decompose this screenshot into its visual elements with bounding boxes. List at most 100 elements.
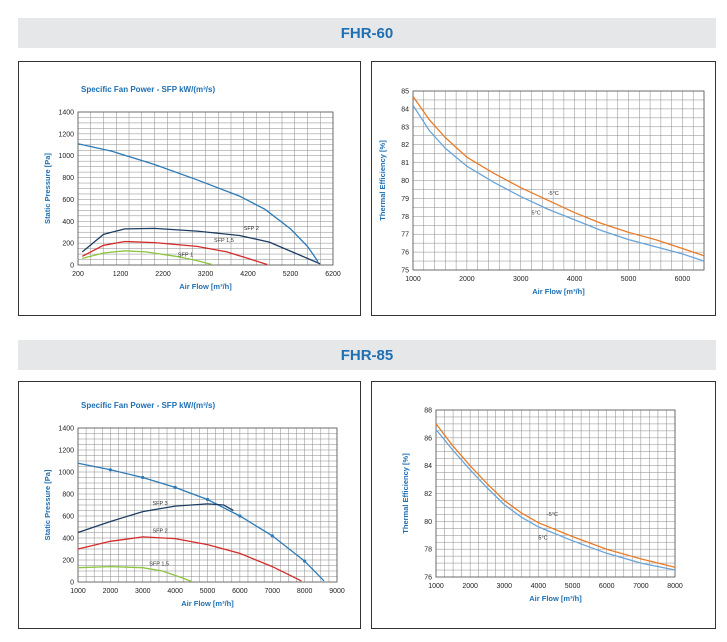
x-tick-label: 6000 xyxy=(675,276,691,283)
y-tick-label: 0 xyxy=(70,580,74,587)
data-point xyxy=(141,475,145,480)
pressure-chart-panel: 200 1200 2200 3200 4200 5200 6200 0 200 400 600 800… xyxy=(18,61,361,316)
x-tick-label: 7000 xyxy=(264,588,280,595)
y-tick-label: 78 xyxy=(424,547,432,554)
x-tick-label: 3000 xyxy=(496,583,512,590)
y-tick-label: 79 xyxy=(401,196,409,203)
x-tick-label: 4000 xyxy=(167,588,183,595)
curve-label: SFP 3 xyxy=(152,501,167,507)
series-line xyxy=(81,227,321,265)
x-tick-label: 5000 xyxy=(565,583,581,590)
fhr85-pressure-chart: 1000 2000 3000 4000 5000 6000 7000 8000 9000 0 200… xyxy=(43,401,345,608)
x-tick-label: 3000 xyxy=(513,276,529,283)
y-tick-label: 800 xyxy=(62,492,74,499)
y-tick-label: 76 xyxy=(401,250,409,257)
series-line xyxy=(77,565,192,583)
y-tick-label: 82 xyxy=(424,491,432,498)
x-axis-label: Air Flow [m³/h] xyxy=(529,594,582,603)
y-tick-label: 1000 xyxy=(58,153,74,160)
data-point xyxy=(108,468,112,472)
series-line xyxy=(82,250,213,266)
series-line xyxy=(435,429,676,571)
data-point xyxy=(303,559,307,563)
y-tick-label: 78 xyxy=(401,214,409,221)
plot-frame xyxy=(412,90,705,271)
fhr85-efficiency-chart: 1000 2000 3000 4000 5000 6000 7000 8000 76 78 80 82… xyxy=(401,408,683,604)
x-tick-label: 2000 xyxy=(103,588,119,595)
series-line xyxy=(77,503,234,534)
y-tick-label: 81 xyxy=(401,160,409,167)
y-tick-label: 82 xyxy=(401,142,409,149)
y-axis-label: Thermal Efficiency [%] xyxy=(401,453,410,534)
y-tick-label: 0 xyxy=(70,263,74,270)
curve-label: SFP 2 xyxy=(152,529,167,535)
y-tick-label: 80 xyxy=(401,178,409,185)
chart-title: Specific Fan Power - SFP kW/(m³/s) xyxy=(81,85,215,94)
efficiency-chart-panel: 1000 2000 3000 4000 5000 6000 7000 8000 76 78 80 82… xyxy=(371,381,716,629)
y-tick-label: 86 xyxy=(424,435,432,442)
x-tick-label: 5000 xyxy=(621,276,637,283)
y-tick-label: 1200 xyxy=(58,448,74,455)
data-point xyxy=(238,514,242,518)
x-tick-label: 8000 xyxy=(667,583,683,590)
series-line xyxy=(82,240,268,266)
curve-label: SFP 2 xyxy=(244,226,259,232)
x-tick-label: 8000 xyxy=(297,588,313,595)
curve-label: 5°C xyxy=(538,535,547,541)
y-tick-label: 75 xyxy=(401,268,409,275)
y-tick-label: 800 xyxy=(62,175,74,182)
y-tick-label: 400 xyxy=(62,219,74,226)
data-point xyxy=(205,497,210,502)
series-line xyxy=(435,423,676,568)
x-tick-label: 1000 xyxy=(405,276,421,283)
x-tick-label: 9000 xyxy=(329,588,345,595)
section-title: FHR-85 xyxy=(340,346,394,364)
series-line xyxy=(412,96,705,257)
x-tick-label: 1000 xyxy=(70,588,86,595)
y-tick-label: 1400 xyxy=(58,110,74,117)
fhr60-pressure-chart: 200 1200 2200 3200 4200 5200 62000200400600800… xyxy=(43,85,341,291)
curve-label: SFP 1,5 xyxy=(149,562,169,568)
x-tick-label: 4000 xyxy=(531,583,547,590)
y-axis-label: Static Pressure [Pa] xyxy=(43,469,52,540)
section-title: FHR-60 xyxy=(340,24,394,42)
x-tick-label: 200 xyxy=(72,271,84,278)
y-tick-label: 85 xyxy=(401,89,409,96)
curve-label: SFP 1 xyxy=(178,252,193,258)
data-point xyxy=(173,485,177,489)
x-tick-label: 1200 xyxy=(113,271,129,278)
plot-frame xyxy=(77,111,334,266)
section-header-fhr85: FHR-85 xyxy=(18,340,716,370)
y-axis-label: Static Pressure [Pa] xyxy=(43,153,52,224)
curve-label: SFP 1,5 xyxy=(214,238,234,244)
y-tick-label: 600 xyxy=(62,514,74,521)
x-tick-label: 2000 xyxy=(462,583,478,590)
y-tick-label: 76 xyxy=(424,575,432,582)
chart-title: Specific Fan Power - SFP kW/(m³/s) xyxy=(81,401,215,410)
y-tick-label: 1000 xyxy=(58,470,74,477)
fhr60-efficiency-chart: 1000 2000 3000 4000 5000 6000 75 76 77 78 79 80 81 82… xyxy=(378,89,705,296)
x-tick-label: 6000 xyxy=(232,588,248,595)
y-tick-label: 88 xyxy=(424,408,432,415)
curve-label: -5°C xyxy=(548,191,559,197)
y-tick-label: 400 xyxy=(62,536,74,543)
y-tick-label: 84 xyxy=(401,106,409,113)
y-tick-label: 83 xyxy=(401,124,409,131)
data-point xyxy=(270,534,274,538)
curve-label: 5°C xyxy=(532,211,541,217)
x-axis-label: Air Flow [m³/h] xyxy=(181,599,234,608)
y-tick-label: 200 xyxy=(62,558,74,565)
y-tick-label: 1200 xyxy=(58,131,74,138)
x-tick-label: 4200 xyxy=(240,271,256,278)
x-axis-label: Air Flow [m³/h] xyxy=(532,287,585,296)
section-header-fhr60: FHR-60 xyxy=(18,18,716,48)
x-tick-label: 2200 xyxy=(155,271,171,278)
x-tick-label: 2000 xyxy=(459,276,475,283)
x-axis-label: Air Flow [m³/h] xyxy=(179,282,232,291)
plot-frame xyxy=(435,409,676,578)
efficiency-chart-panel: 1000 2000 3000 4000 5000 6000 75 76 77 78 79 80 81 82… xyxy=(371,61,716,316)
y-tick-label: 200 xyxy=(62,241,74,248)
y-tick-label: 1400 xyxy=(58,426,74,433)
y-axis-label: Thermal Efficiency [%] xyxy=(378,140,387,221)
y-tick-label: 600 xyxy=(62,197,74,204)
